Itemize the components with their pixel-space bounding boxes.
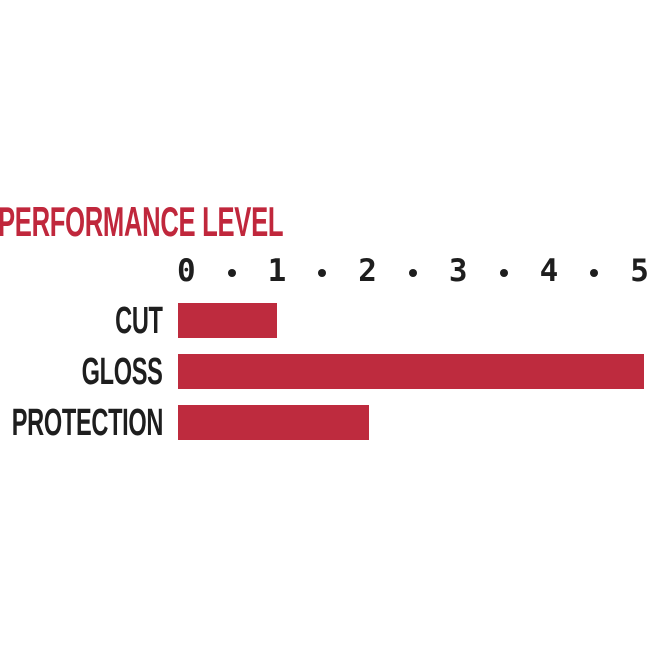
axis-tick-label: 3 bbox=[448, 252, 468, 289]
axis-tick-label: 5 bbox=[630, 252, 649, 289]
chart-title: PERFORMANCE LEVEL bbox=[0, 201, 466, 243]
bar-protection bbox=[178, 405, 369, 440]
bar-label-cut: CUT bbox=[0, 299, 164, 342]
axis-tick-label: 0 bbox=[177, 252, 196, 289]
tick-separator-dot-icon bbox=[499, 268, 508, 277]
tick-separator-dot-icon bbox=[318, 268, 327, 277]
tick-separator-dot-icon bbox=[227, 268, 236, 277]
bar-cut bbox=[178, 303, 277, 338]
x-axis-scale: 0 1 2 3 4 5 bbox=[177, 254, 649, 288]
axis-tick-label: 1 bbox=[267, 252, 287, 289]
bar-label-protection: PROTECTION bbox=[0, 401, 164, 444]
tick-separator-dot-icon bbox=[408, 268, 417, 277]
axis-tick-label: 4 bbox=[539, 252, 559, 289]
bar-label-text: CUT bbox=[115, 299, 164, 342]
axis-tick-label: 2 bbox=[358, 252, 377, 289]
chart-title-text: PERFORMANCE LEVEL bbox=[0, 198, 284, 245]
bar-label-text: GLOSS bbox=[82, 350, 163, 393]
tick-separator-dot-icon bbox=[590, 268, 599, 277]
bar-label-gloss: GLOSS bbox=[0, 350, 163, 393]
bar-gloss bbox=[178, 354, 644, 389]
bar-label-text: PROTECTION bbox=[11, 401, 164, 444]
